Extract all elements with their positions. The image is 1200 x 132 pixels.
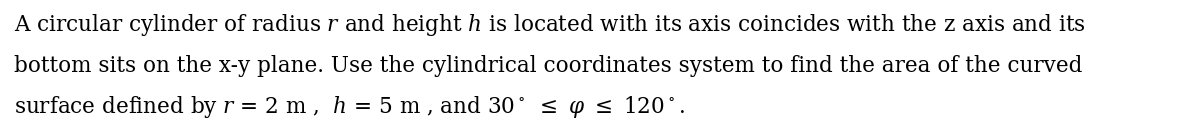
Text: A circular cylinder of radius $r$ and height $h$ is located with its axis coinci: A circular cylinder of radius $r$ and he… bbox=[14, 12, 1086, 38]
Text: surface defined by $r$ = 2 m ,  $h$ = 5 m , and 30$^\circ$ $\leq$ $\varphi$ $\le: surface defined by $r$ = 2 m , $h$ = 5 m… bbox=[14, 94, 685, 120]
Text: bottom sits on the x-y plane. Use the cylindrical coordinates system to find the: bottom sits on the x-y plane. Use the cy… bbox=[14, 55, 1082, 77]
